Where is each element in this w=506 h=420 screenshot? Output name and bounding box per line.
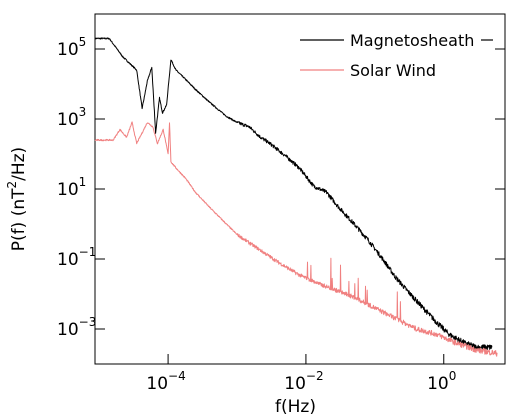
- plot-frame: [94, 13, 506, 365]
- y-tick-label: 10−3: [57, 315, 96, 340]
- y-tick-label: 105: [57, 35, 86, 60]
- ticks-group: [95, 48, 505, 364]
- labels-group: 10−4 10−2 100 10−3 10−1 101 103 105: [57, 35, 456, 394]
- y-tick-label: 103: [57, 105, 86, 130]
- legend: Magnetosheath Solar Wind: [300, 31, 493, 80]
- x-tick-label: 10−4: [146, 369, 185, 394]
- legend-label: Magnetosheath: [350, 31, 474, 50]
- y-tick-label: 101: [57, 175, 86, 200]
- legend-label: Solar Wind: [350, 61, 436, 80]
- series-line-magnetosheath: [94, 37, 493, 351]
- series-line-solar-wind: [94, 121, 498, 357]
- x-axis-label: f(Hz): [275, 397, 316, 417]
- x-tick-label: 100: [427, 369, 456, 394]
- x-tick-label: 10−2: [284, 369, 323, 394]
- y-tick-label: 10−1: [57, 245, 96, 270]
- y-axis-label: P(f) (nT2/Hz): [5, 147, 29, 251]
- series-group: [94, 37, 498, 357]
